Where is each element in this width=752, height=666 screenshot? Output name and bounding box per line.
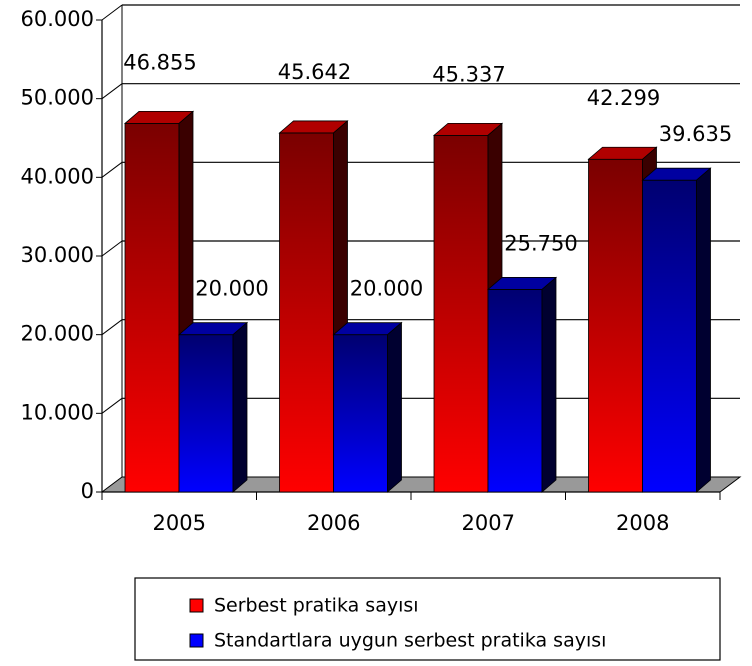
value-label: 20.000 — [350, 277, 423, 301]
bar-front — [178, 334, 234, 493]
x-tick-label: 2007 — [462, 511, 515, 535]
bar — [278, 120, 349, 493]
legend-swatch — [189, 633, 204, 648]
value-label: 42.299 — [587, 86, 660, 110]
y-tick-label: 40.000 — [21, 164, 94, 188]
bar — [641, 167, 712, 493]
legend-swatch — [189, 598, 204, 613]
bar-front — [642, 179, 697, 493]
value-label: 46.855 — [123, 50, 196, 74]
bar — [177, 321, 249, 493]
y-tick-label: 60.000 — [21, 7, 94, 31]
legend-box — [134, 577, 721, 661]
x-tick-label: 2008 — [616, 511, 669, 535]
legend-label: Serbest pratika sayısı — [214, 595, 419, 617]
bar-side — [541, 276, 557, 493]
value-label: 45.642 — [278, 60, 351, 84]
x-tick-label: 2006 — [307, 511, 360, 535]
bar — [332, 321, 403, 493]
y-tick-label: 30.000 — [21, 243, 94, 267]
grid-diag — [101, 319, 123, 336]
value-label: 25.750 — [504, 231, 577, 255]
y-tick-label: 10.000 — [21, 400, 94, 424]
value-label: 20.000 — [195, 277, 268, 301]
bar-front — [279, 132, 334, 493]
bar-front — [124, 123, 180, 493]
bar-side — [232, 321, 248, 493]
y-tick-label: 50.000 — [21, 86, 94, 110]
bar-side — [387, 321, 402, 493]
bar-front — [588, 158, 643, 493]
bar-front — [333, 334, 388, 493]
y-tick-label: 0 — [81, 479, 94, 503]
y-tick-label: 20.000 — [21, 322, 94, 346]
grid-diag — [101, 161, 123, 178]
grid-diag — [101, 240, 123, 257]
legend-label: Standartlara uygun serbest pratika sayıs… — [214, 630, 606, 652]
grid-diag — [101, 83, 123, 100]
value-label: 45.337 — [432, 62, 505, 86]
bar-front — [433, 134, 489, 493]
value-label: 39.635 — [659, 122, 732, 146]
bar — [486, 276, 558, 493]
grid-diag — [101, 397, 123, 414]
x-tick-label: 2005 — [153, 511, 206, 535]
bar-front — [487, 289, 543, 493]
bar-side — [696, 167, 711, 493]
grid-diag — [101, 4, 123, 21]
